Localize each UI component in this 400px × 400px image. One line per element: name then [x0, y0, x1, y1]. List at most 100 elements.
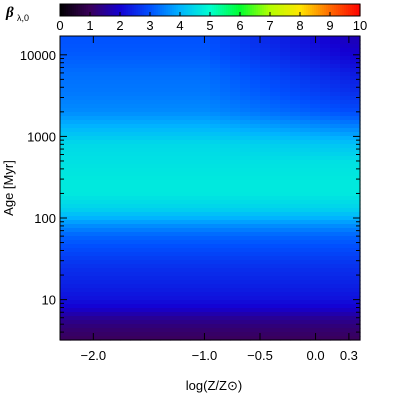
heatmap-cell — [110, 236, 121, 241]
heatmap-cell — [110, 224, 121, 229]
colorbar-cell — [350, 4, 353, 16]
heatmap-cell — [190, 108, 201, 113]
heatmap-cell — [140, 108, 151, 113]
heatmap-cell — [90, 276, 101, 281]
heatmap-cell — [160, 208, 171, 213]
heatmap-cell — [110, 160, 121, 165]
heatmap-cell — [200, 212, 211, 217]
heatmap-cell — [130, 96, 141, 101]
heatmap-cell — [170, 124, 181, 129]
heatmap-cell — [270, 284, 281, 289]
heatmap-cell — [210, 268, 221, 273]
heatmap-cell — [70, 216, 81, 221]
heatmap-cell — [60, 292, 71, 297]
heatmap-cell — [300, 308, 311, 313]
heatmap-cell — [160, 64, 171, 69]
heatmap-cell — [230, 236, 241, 241]
heatmap-cell — [150, 320, 161, 325]
heatmap-cell — [230, 88, 241, 93]
x-tick-label: 0.3 — [340, 348, 358, 363]
heatmap-cell — [120, 240, 131, 245]
heatmap-cell — [250, 228, 261, 233]
colorbar-subscript: λ,0 — [17, 13, 29, 23]
colorbar-cell — [270, 4, 273, 16]
heatmap-cell — [310, 84, 321, 89]
heatmap-cell — [100, 316, 111, 321]
heatmap-cell — [250, 132, 261, 137]
heatmap-cell — [300, 164, 311, 169]
heatmap-cell — [120, 204, 131, 209]
heatmap-cell — [210, 164, 221, 169]
heatmap-cell — [60, 176, 71, 181]
heatmap-cell — [340, 200, 351, 205]
heatmap-cell — [170, 228, 181, 233]
heatmap-cell — [200, 40, 211, 45]
heatmap-cell — [350, 232, 361, 237]
heatmap-cell — [270, 84, 281, 89]
heatmap-cell — [90, 112, 101, 117]
heatmap-cell — [250, 332, 261, 337]
heatmap-cell — [140, 52, 151, 57]
heatmap-cell — [90, 184, 101, 189]
colorbar-tick-label: 2 — [116, 18, 123, 33]
heatmap-cell — [240, 96, 251, 101]
heatmap-cell — [260, 92, 271, 97]
heatmap-cell — [300, 284, 311, 289]
heatmap-cell — [120, 92, 131, 97]
heatmap-cell — [350, 44, 361, 49]
heatmap-cell — [310, 52, 321, 57]
heatmap-cell — [140, 208, 151, 213]
heatmap-cell — [260, 44, 271, 49]
heatmap-cell — [260, 188, 271, 193]
heatmap-cell — [150, 304, 161, 309]
heatmap-cell — [80, 204, 91, 209]
heatmap-cell — [100, 212, 111, 217]
heatmap-cell — [350, 292, 361, 297]
heatmap-cell — [240, 288, 251, 293]
heatmap-cell — [180, 76, 191, 81]
heatmap-cell — [230, 228, 241, 233]
heatmap-cell — [170, 160, 181, 165]
heatmap-cell — [140, 100, 151, 105]
heatmap-cell — [300, 260, 311, 265]
heatmap-cell — [110, 80, 121, 85]
heatmap-cell — [110, 304, 121, 309]
heatmap-cell — [180, 172, 191, 177]
heatmap-cell — [70, 292, 81, 297]
heatmap-cell — [100, 84, 111, 89]
heatmap-cell — [150, 172, 161, 177]
heatmap-cell — [120, 60, 131, 65]
heatmap-cell — [150, 292, 161, 297]
heatmap-cell — [120, 244, 131, 249]
heatmap-cell — [110, 320, 121, 325]
heatmap-cell — [110, 324, 121, 329]
heatmap-cell — [230, 216, 241, 221]
heatmap-cell — [210, 64, 221, 69]
heatmap-cell — [170, 276, 181, 281]
heatmap-cell — [240, 176, 251, 181]
heatmap-cell — [340, 320, 351, 325]
heatmap-cell — [80, 324, 91, 329]
heatmap-cell — [340, 272, 351, 277]
colorbar-cell — [300, 4, 303, 16]
heatmap-cell — [300, 208, 311, 213]
heatmap-cell — [270, 312, 281, 317]
colorbar-cell — [346, 4, 349, 16]
heatmap-cell — [110, 44, 121, 49]
heatmap-cell — [250, 36, 261, 41]
heatmap-cell — [280, 268, 291, 273]
heatmap-cell — [100, 312, 111, 317]
heatmap-cell — [330, 208, 341, 213]
heatmap-cell — [320, 56, 331, 61]
heatmap-cell — [260, 224, 271, 229]
colorbar-cell — [174, 4, 177, 16]
heatmap-cell — [210, 272, 221, 277]
heatmap-cell — [260, 256, 271, 261]
heatmap-cell — [270, 232, 281, 237]
heatmap-cell — [100, 44, 111, 49]
heatmap-cell — [150, 316, 161, 321]
heatmap-cell — [60, 72, 71, 77]
heatmap-cell — [210, 104, 221, 109]
heatmap-cell — [130, 248, 141, 253]
